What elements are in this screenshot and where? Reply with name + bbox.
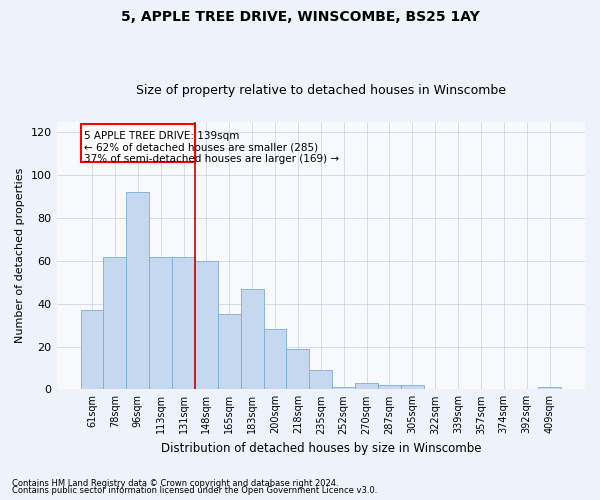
Text: ← 62% of detached houses are smaller (285): ← 62% of detached houses are smaller (28… — [84, 142, 318, 152]
Text: Contains public sector information licensed under the Open Government Licence v3: Contains public sector information licen… — [12, 486, 377, 495]
Bar — [401, 385, 424, 390]
Bar — [172, 256, 195, 390]
Text: 37% of semi-detached houses are larger (169) →: 37% of semi-detached houses are larger (… — [84, 154, 339, 164]
Bar — [310, 370, 332, 390]
Bar — [103, 256, 127, 390]
Bar — [127, 192, 149, 390]
Bar — [538, 387, 561, 390]
Bar — [286, 348, 310, 390]
Title: Size of property relative to detached houses in Winscombe: Size of property relative to detached ho… — [136, 84, 506, 97]
Bar — [241, 288, 263, 390]
Bar — [80, 310, 103, 390]
Bar — [149, 256, 172, 390]
Y-axis label: Number of detached properties: Number of detached properties — [15, 168, 25, 343]
X-axis label: Distribution of detached houses by size in Winscombe: Distribution of detached houses by size … — [161, 442, 481, 455]
Bar — [332, 387, 355, 390]
Bar — [355, 383, 378, 390]
Bar — [378, 385, 401, 390]
Bar — [218, 314, 241, 390]
Text: 5 APPLE TREE DRIVE: 139sqm: 5 APPLE TREE DRIVE: 139sqm — [84, 131, 239, 141]
Bar — [195, 261, 218, 390]
FancyBboxPatch shape — [80, 124, 195, 162]
Text: 5, APPLE TREE DRIVE, WINSCOMBE, BS25 1AY: 5, APPLE TREE DRIVE, WINSCOMBE, BS25 1AY — [121, 10, 479, 24]
Text: Contains HM Land Registry data © Crown copyright and database right 2024.: Contains HM Land Registry data © Crown c… — [12, 478, 338, 488]
Bar — [263, 330, 286, 390]
